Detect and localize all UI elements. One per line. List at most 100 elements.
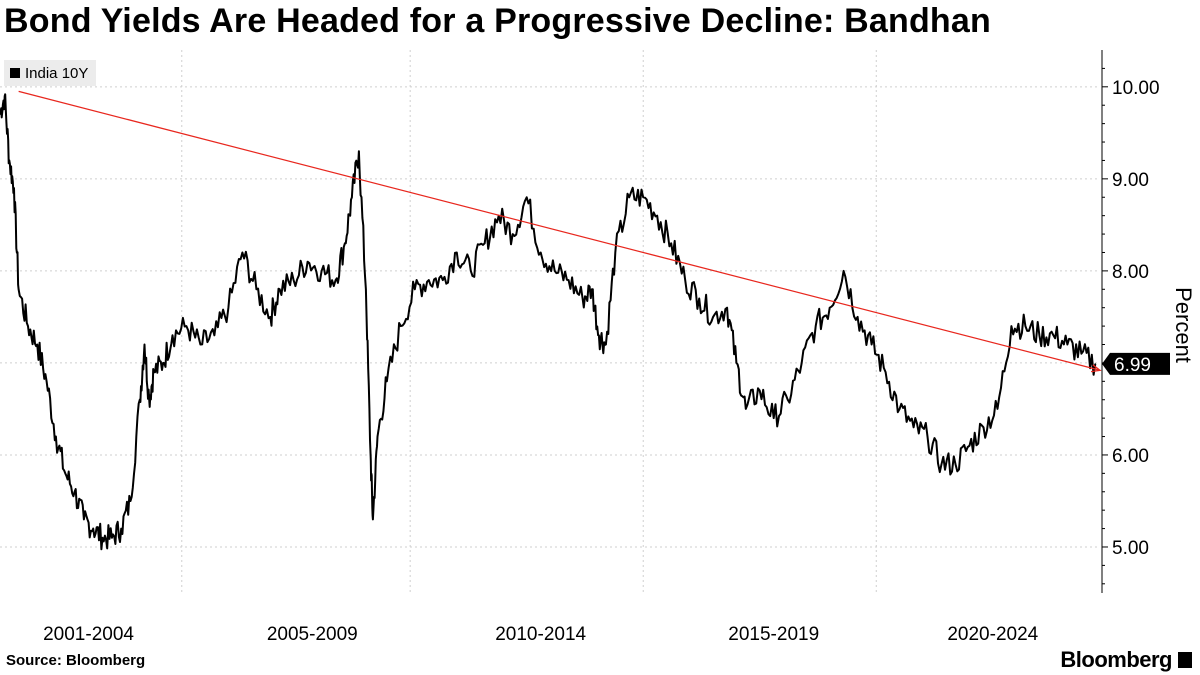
data-point bbox=[372, 518, 374, 520]
data-point bbox=[334, 279, 337, 281]
data-point bbox=[815, 325, 817, 327]
data-point bbox=[83, 518, 85, 520]
data-point bbox=[171, 334, 174, 336]
trendline bbox=[18, 90, 1101, 371]
data-point bbox=[18, 288, 20, 290]
legend-swatch bbox=[10, 68, 20, 78]
trendline-arrowhead bbox=[1091, 364, 1102, 373]
data-point bbox=[293, 279, 295, 281]
y-tick-label: 10.00 bbox=[1112, 78, 1160, 99]
data-point bbox=[1094, 363, 1096, 365]
x-axis-labels: 2001-2004 2005-2009 2010-2014 2015-2019 2020… bbox=[43, 624, 1039, 645]
data-point bbox=[670, 242, 672, 244]
data-point bbox=[101, 537, 104, 539]
data-point bbox=[369, 454, 372, 456]
data-point bbox=[92, 527, 94, 530]
data-point bbox=[153, 371, 155, 373]
data-point bbox=[199, 343, 202, 346]
data-point bbox=[120, 527, 122, 530]
last-value-badge-shape bbox=[1102, 352, 1170, 375]
data-point bbox=[321, 270, 323, 272]
data-point bbox=[400, 325, 402, 327]
data-point bbox=[656, 215, 658, 217]
data-point bbox=[307, 261, 309, 263]
data-point bbox=[470, 270, 472, 272]
data-point bbox=[773, 417, 775, 419]
y-tick-label: 8.00 bbox=[1112, 262, 1149, 283]
data-point bbox=[442, 279, 444, 281]
series-layer bbox=[0, 93, 1097, 551]
data-point bbox=[591, 288, 593, 290]
data-point bbox=[512, 233, 514, 235]
data-point bbox=[954, 463, 957, 465]
data-point bbox=[628, 196, 630, 198]
data-point bbox=[0, 113, 1, 116]
data-point bbox=[351, 196, 353, 198]
legend: India 10Y bbox=[4, 60, 97, 86]
data-point bbox=[857, 316, 859, 318]
data-point bbox=[456, 251, 458, 254]
data-point bbox=[843, 270, 845, 272]
grid bbox=[0, 50, 1100, 593]
data-point bbox=[1010, 325, 1013, 327]
y-tick-label: 6.00 bbox=[1112, 446, 1149, 467]
x-tick-label: 2005-2009 bbox=[267, 624, 358, 645]
data-point bbox=[926, 435, 929, 438]
data-point bbox=[269, 316, 271, 318]
y-axis-title: Percent bbox=[1171, 287, 1196, 363]
data-point bbox=[582, 297, 584, 300]
data-point bbox=[642, 196, 644, 198]
x-tick-label: 2010-2014 bbox=[495, 624, 586, 645]
data-point bbox=[227, 307, 229, 309]
data-point bbox=[712, 316, 714, 318]
data-point bbox=[871, 343, 873, 346]
trendline-layer bbox=[18, 90, 1102, 373]
data-point bbox=[996, 408, 999, 410]
y-tick-label: 9.00 bbox=[1112, 170, 1149, 191]
data-point bbox=[36, 343, 38, 346]
data-point bbox=[598, 334, 600, 336]
data-point bbox=[13, 187, 15, 189]
data-point bbox=[829, 307, 831, 309]
data-point bbox=[358, 150, 360, 152]
data-point bbox=[129, 500, 132, 502]
data-point bbox=[605, 343, 607, 346]
data-point bbox=[8, 159, 10, 162]
data-point bbox=[344, 242, 346, 244]
data-point bbox=[55, 435, 57, 438]
data-point bbox=[139, 399, 141, 401]
data-point bbox=[73, 491, 76, 493]
y-tick-label: 5.00 bbox=[1112, 538, 1149, 559]
data-point bbox=[143, 343, 146, 346]
source-note: Source: Bloomberg bbox=[6, 652, 146, 669]
data-point bbox=[46, 380, 48, 382]
data-point bbox=[428, 279, 430, 281]
brand-logo: Bloomberg bbox=[1060, 647, 1192, 673]
data-point bbox=[27, 325, 29, 327]
data-point bbox=[759, 389, 761, 392]
data-point bbox=[554, 270, 556, 272]
data-point bbox=[1038, 334, 1041, 336]
brand-name: Bloomberg bbox=[1060, 647, 1172, 672]
data-point bbox=[1024, 325, 1027, 327]
data-point bbox=[4, 95, 6, 97]
data-point bbox=[801, 362, 803, 364]
data-point bbox=[745, 408, 747, 410]
data-point bbox=[898, 408, 901, 410]
data-point bbox=[1080, 353, 1082, 355]
chart-title: Bond Yields Are Headed for a Progressive… bbox=[4, 2, 991, 40]
data-point bbox=[684, 279, 686, 281]
x-tick-label: 2001-2004 bbox=[43, 624, 134, 645]
data-point bbox=[279, 288, 281, 290]
data-point bbox=[526, 196, 528, 198]
data-point bbox=[484, 242, 486, 244]
data-point bbox=[376, 435, 379, 438]
data-point bbox=[787, 399, 789, 401]
data-point bbox=[64, 472, 66, 474]
data-point bbox=[735, 362, 738, 364]
data-point bbox=[1066, 343, 1068, 346]
data-point bbox=[698, 297, 700, 300]
data-point bbox=[940, 463, 943, 465]
data-point bbox=[540, 251, 542, 254]
